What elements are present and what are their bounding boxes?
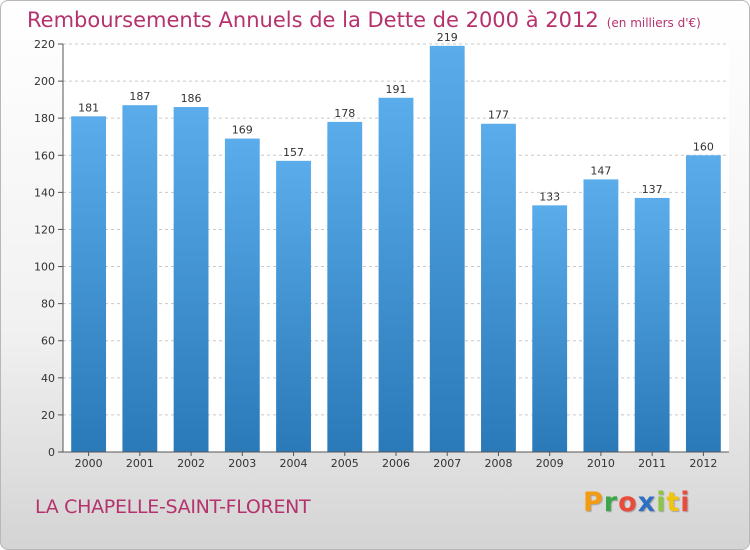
bar-2006: [378, 97, 414, 453]
proxiti-logo: Proxiti: [583, 487, 691, 518]
x-tick-label-2012: 2012: [689, 457, 717, 470]
y-tick-label: 180: [34, 112, 55, 125]
x-tick-label-2003: 2003: [228, 457, 256, 470]
bar-2001: [122, 105, 158, 452]
y-tick-label: 100: [34, 261, 55, 274]
x-tick-label-2009: 2009: [536, 457, 564, 470]
y-tick-label: 60: [41, 335, 55, 348]
x-tick-label-2007: 2007: [433, 457, 461, 470]
chart-title: Remboursements Annuels de la Dette de 20…: [27, 8, 701, 32]
value-label-2009: 133: [539, 190, 560, 203]
x-tick-label-2000: 2000: [75, 457, 103, 470]
value-label-2007: 219: [437, 31, 458, 44]
bar-2010: [583, 179, 619, 452]
x-tick-label-2005: 2005: [331, 457, 359, 470]
value-label-2001: 187: [129, 90, 150, 103]
value-label-2010: 147: [590, 164, 611, 177]
unit-label: (en milliers d'€): [606, 16, 701, 30]
x-tick-label-2008: 2008: [484, 457, 512, 470]
value-label-2012: 160: [693, 140, 714, 153]
y-tick-label: 160: [34, 149, 55, 162]
value-label-2000: 181: [78, 101, 99, 114]
value-label-2002: 186: [181, 92, 202, 105]
bar-2003: [224, 138, 260, 452]
bar-2011: [634, 197, 670, 452]
y-tick-label: 120: [34, 223, 55, 236]
y-tick-label: 40: [41, 372, 55, 385]
bar-2004: [276, 160, 311, 452]
x-tick-label-2010: 2010: [587, 457, 615, 470]
bar-2008: [481, 123, 516, 452]
bar-2009: [532, 205, 568, 452]
x-tick-label-2011: 2011: [638, 457, 666, 470]
bar-2005: [327, 121, 363, 453]
y-tick-label: 140: [34, 186, 55, 199]
bar-2002: [173, 107, 209, 453]
y-tick-label: 0: [48, 446, 55, 459]
y-tick-label: 220: [34, 38, 55, 51]
y-tick-label: 200: [34, 75, 55, 88]
bar-2012: [685, 155, 721, 453]
x-tick-label-2004: 2004: [280, 457, 308, 470]
y-tick-label: 20: [41, 409, 55, 422]
y-tick-label: 80: [41, 298, 55, 311]
x-tick-label-2001: 2001: [126, 457, 154, 470]
location-name: LA CHAPELLE-SAINT-FLORENT: [35, 496, 311, 518]
bar-2007: [429, 45, 465, 452]
value-label-2011: 137: [642, 183, 663, 196]
value-label-2008: 177: [488, 109, 509, 122]
value-label-2005: 178: [334, 107, 355, 120]
value-label-2003: 169: [232, 124, 253, 137]
x-tick-label-2006: 2006: [382, 457, 410, 470]
value-label-2004: 157: [283, 146, 304, 159]
title-text: Remboursements Annuels de la Dette de 20…: [27, 8, 599, 32]
value-label-2006: 191: [386, 83, 407, 96]
bar-2000: [71, 116, 107, 452]
x-tick-label-2002: 2002: [177, 457, 205, 470]
